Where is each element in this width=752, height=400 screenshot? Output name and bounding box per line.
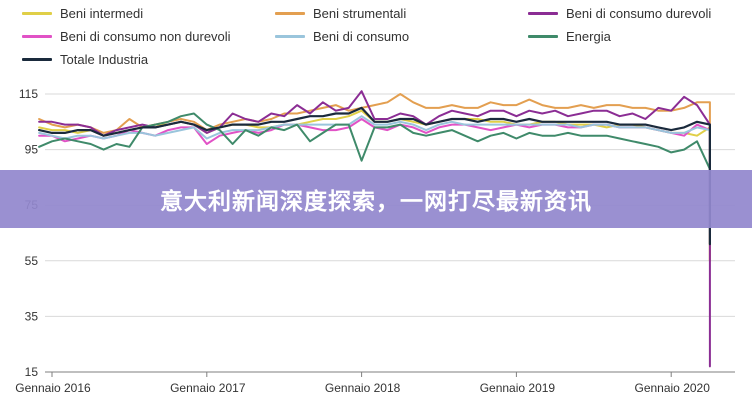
legend-label: Beni intermedi bbox=[60, 5, 144, 21]
x-tick-label: Gennaio 2020 bbox=[634, 381, 710, 395]
y-tick-label: 35 bbox=[25, 309, 39, 323]
legend-label: Totale Industria bbox=[60, 51, 149, 67]
legend-label: Beni strumentali bbox=[313, 5, 407, 21]
banner-text: 意大利新闻深度探索，一网打尽最新资讯 bbox=[160, 189, 592, 215]
legend-label: Energia bbox=[566, 28, 611, 44]
legend-item: Energia bbox=[528, 27, 611, 45]
legend-swatch bbox=[275, 34, 305, 38]
legend-item: Beni di consumo durevoli bbox=[528, 4, 711, 22]
legend-item: Totale Industria bbox=[22, 50, 148, 68]
series-line-beni-di-consumo bbox=[38, 115, 711, 234]
legend-swatch bbox=[22, 57, 52, 61]
y-tick-label: 115 bbox=[19, 87, 38, 101]
series-line-totale-industria bbox=[37, 106, 712, 246]
x-tick-label: Gennaio 2018 bbox=[325, 381, 401, 395]
legend-swatch bbox=[528, 11, 558, 15]
legend-item: Beni strumentali bbox=[275, 4, 406, 22]
legend-swatch bbox=[528, 34, 558, 38]
legend-label: Beni di consumo non durevoli bbox=[60, 28, 231, 44]
series-line-energia bbox=[38, 112, 711, 171]
legend-item: Beni di consumo bbox=[275, 27, 409, 45]
legend-label: Beni di consumo bbox=[313, 28, 410, 44]
x-tick-label: Gennaio 2017 bbox=[170, 381, 246, 395]
legend-item: Beni intermedi bbox=[22, 4, 143, 22]
legend-label: Beni di consumo durevoli bbox=[566, 5, 712, 21]
y-tick-label: 55 bbox=[25, 254, 39, 268]
legend: Beni intermedi Beni strumentali Beni di co… bbox=[0, 0, 752, 76]
legend-item: Beni di consumo non durevoli bbox=[22, 27, 231, 45]
legend-swatch bbox=[22, 34, 52, 38]
y-tick-label: 15 bbox=[25, 365, 39, 379]
legend-swatch bbox=[22, 11, 52, 15]
x-tick-label: Gennaio 2016 bbox=[15, 381, 91, 395]
overlay-banner: 意大利新闻深度探索，一网打尽最新资讯 bbox=[0, 170, 752, 228]
x-tick-label: Gennaio 2019 bbox=[480, 381, 556, 395]
y-tick-label: 95 bbox=[25, 143, 39, 157]
legend-swatch bbox=[275, 11, 305, 15]
